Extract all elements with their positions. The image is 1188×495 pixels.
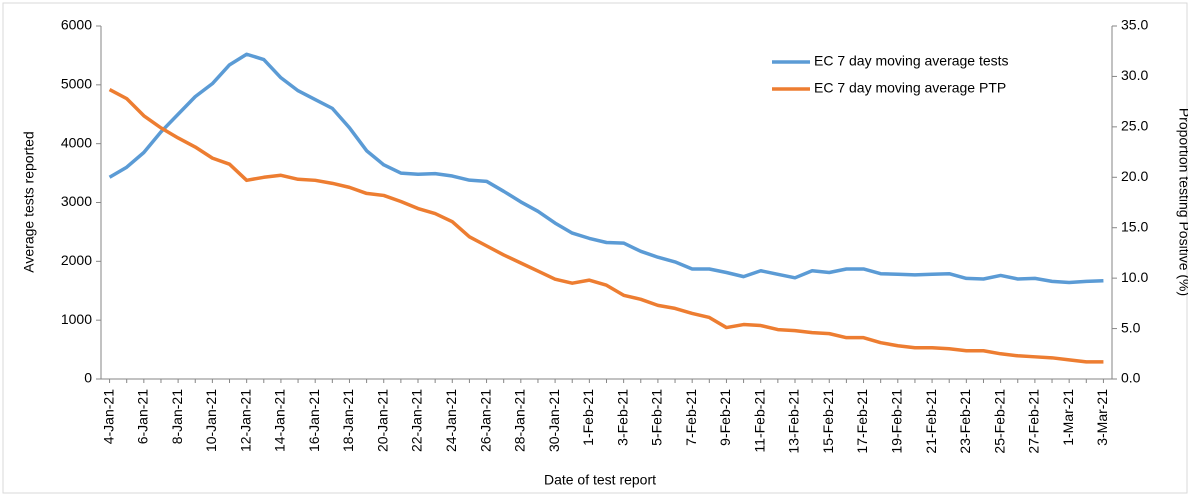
x-tick-label: 30-Jan-21 (546, 389, 562, 452)
y2-tick-label: 20.0 (1121, 168, 1148, 184)
x-tick-label: 6-Jan-21 (135, 389, 151, 444)
x-tick-label: 13-Feb-21 (786, 389, 802, 454)
x-tick-label: 1-Mar-21 (1060, 389, 1076, 446)
y-tick-label: 6000 (61, 17, 92, 33)
x-tick-label: 9-Feb-21 (717, 389, 733, 446)
legend-label: EC 7 day moving average tests (814, 53, 1009, 69)
x-tick-label: 27-Feb-21 (1026, 389, 1042, 454)
x-tick-label: 24-Jan-21 (443, 389, 459, 452)
x-tick-label: 15-Feb-21 (820, 389, 836, 454)
x-tick-label: 5-Feb-21 (649, 389, 665, 446)
x-axis-title: Date of test report (544, 472, 656, 488)
x-tick-label: 18-Jan-21 (340, 389, 356, 452)
y2-tick-label: 25.0 (1121, 118, 1148, 134)
x-tick-label: 16-Jan-21 (306, 389, 322, 452)
x-tick-label: 21-Feb-21 (923, 389, 939, 454)
x-tick-label: 22-Jan-21 (409, 389, 425, 452)
y2-tick-label: 5.0 (1121, 319, 1141, 335)
x-tick-label: 3-Mar-21 (1094, 389, 1110, 446)
y-tick-label: 5000 (61, 76, 92, 92)
x-tick-label: 25-Feb-21 (991, 389, 1007, 454)
y2-tick-label: 0.0 (1121, 370, 1141, 386)
y2-tick-label: 35.0 (1121, 17, 1148, 33)
y2-tick-label: 10.0 (1121, 269, 1148, 285)
series-line (108, 87, 1104, 364)
y2-tick-label: 15.0 (1121, 218, 1148, 234)
y-tick-label: 2000 (61, 252, 92, 268)
x-tick-label: 12-Jan-21 (237, 389, 253, 452)
y2-axis-title: Proportion testing Positive (%) (1176, 108, 1188, 296)
x-tick-label: 19-Feb-21 (889, 389, 905, 454)
x-tick-label: 10-Jan-21 (203, 389, 219, 452)
y-tick-label: 3000 (61, 193, 92, 209)
legend-label: EC 7 day moving average PTP (814, 80, 1006, 96)
x-tick-label: 28-Jan-21 (512, 389, 528, 452)
x-tick-label: 4-Jan-21 (100, 389, 116, 444)
y-tick-label: 0 (84, 370, 92, 386)
y-tick-label: 1000 (61, 311, 92, 327)
y-tick-label: 4000 (61, 134, 92, 150)
x-tick-label: 3-Feb-21 (614, 389, 630, 446)
x-tick-label: 1-Feb-21 (580, 389, 596, 446)
x-tick-label: 14-Jan-21 (272, 389, 288, 452)
x-tick-label: 20-Jan-21 (374, 389, 390, 452)
x-tick-label: 17-Feb-21 (854, 389, 870, 454)
x-tick-label: 7-Feb-21 (683, 389, 699, 446)
x-tick-label: 26-Jan-21 (477, 389, 493, 452)
x-tick-label: 11-Feb-21 (751, 389, 767, 453)
x-tick-label: 23-Feb-21 (957, 389, 973, 454)
x-tick-label: 8-Jan-21 (169, 389, 185, 444)
y2-tick-label: 30.0 (1121, 67, 1148, 83)
y-axis-title: Average tests reported (21, 131, 37, 272)
series-line (108, 52, 1104, 285)
